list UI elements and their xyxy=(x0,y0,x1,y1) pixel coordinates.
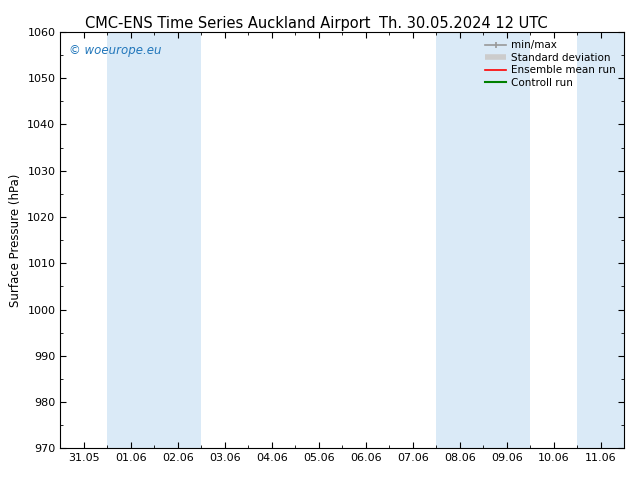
Text: © woeurope.eu: © woeurope.eu xyxy=(68,44,161,57)
Text: CMC-ENS Time Series Auckland Airport: CMC-ENS Time Series Auckland Airport xyxy=(86,16,371,31)
Bar xyxy=(107,32,201,448)
Bar xyxy=(436,32,531,448)
Text: Th. 30.05.2024 12 UTC: Th. 30.05.2024 12 UTC xyxy=(378,16,547,31)
Bar xyxy=(578,32,624,448)
Y-axis label: Surface Pressure (hPa): Surface Pressure (hPa) xyxy=(9,173,22,307)
Legend: min/max, Standard deviation, Ensemble mean run, Controll run: min/max, Standard deviation, Ensemble me… xyxy=(482,37,619,91)
